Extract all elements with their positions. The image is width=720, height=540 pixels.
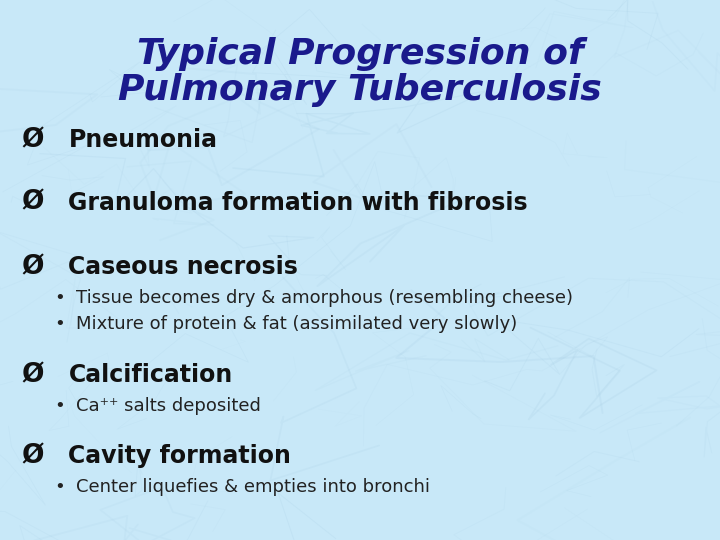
Text: Cavity formation: Cavity formation [68, 444, 292, 468]
Text: Granuloma formation with fibrosis: Granuloma formation with fibrosis [68, 191, 528, 214]
Text: Typical Progression of: Typical Progression of [137, 37, 583, 71]
Text: •: • [54, 397, 65, 415]
Text: Mixture of protein & fat (assimilated very slowly): Mixture of protein & fat (assimilated ve… [76, 315, 517, 333]
Text: •: • [54, 478, 65, 496]
Text: Ø: Ø [22, 254, 44, 280]
Text: •: • [54, 289, 65, 307]
Text: •: • [54, 315, 65, 333]
Text: Caseous necrosis: Caseous necrosis [68, 255, 298, 279]
Text: Ø: Ø [22, 362, 44, 388]
Text: Center liquefies & empties into bronchi: Center liquefies & empties into bronchi [76, 478, 430, 496]
Text: Ø: Ø [22, 443, 44, 469]
Text: Pneumonia: Pneumonia [68, 129, 217, 152]
Text: Ø: Ø [22, 127, 44, 153]
Text: Ø: Ø [22, 190, 44, 215]
Text: Calcification: Calcification [68, 363, 233, 387]
Text: Tissue becomes dry & amorphous (resembling cheese): Tissue becomes dry & amorphous (resembli… [76, 289, 572, 307]
Text: Ca⁺⁺ salts deposited: Ca⁺⁺ salts deposited [76, 397, 261, 415]
Text: Pulmonary Tuberculosis: Pulmonary Tuberculosis [118, 73, 602, 107]
